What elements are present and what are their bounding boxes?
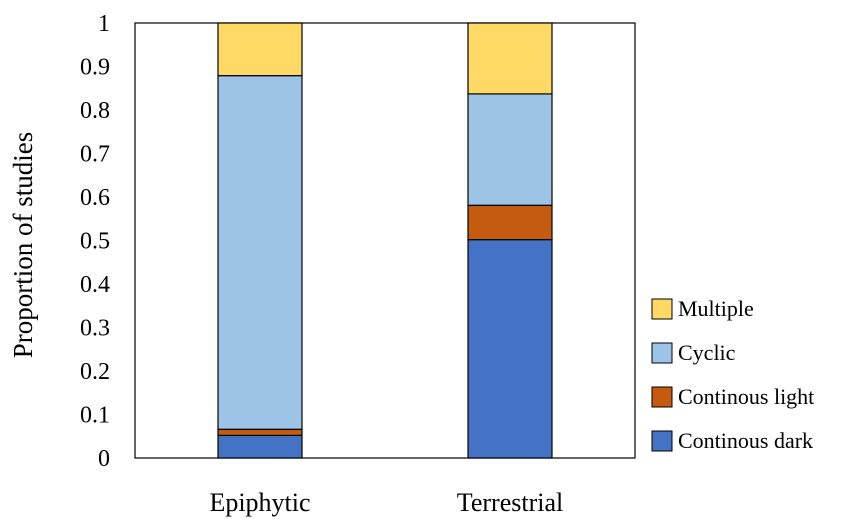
bar-segment-cyclic: [217, 75, 303, 430]
y-tick-label: 0.8: [80, 98, 110, 124]
y-axis-ticks: 0 0.1 0.2 0.3 0.4 0.5 0.6 0.7 0.8 0.9 1: [80, 11, 110, 472]
y-tick-label: 0.3: [80, 316, 110, 342]
legend-swatch: [651, 386, 673, 408]
plot-area: [134, 22, 636, 459]
y-tick-label: 1: [98, 11, 110, 37]
bar-segment-multiple: [217, 22, 303, 77]
legend-swatch: [651, 298, 673, 320]
x-category-label: Terrestrial: [457, 488, 563, 517]
y-tick-label: 0.1: [80, 403, 110, 429]
y-tick-label: 0.7: [80, 142, 110, 168]
legend-swatch: [651, 342, 673, 364]
y-tick-label: 0.6: [80, 185, 110, 211]
y-axis-label: Proportion of studies: [8, 132, 38, 359]
y-tick-label: 0.9: [80, 55, 110, 81]
x-axis-categories: Epiphytic Terrestrial: [209, 488, 563, 517]
legend-label: Cyclic: [678, 340, 736, 365]
legend-label: Continous dark: [678, 428, 813, 453]
bar-segment-cyclic: [467, 93, 553, 206]
bar-segment-continous-light: [467, 204, 553, 241]
bar-segment-continous-dark: [217, 434, 303, 459]
legend-label: Multiple: [678, 296, 754, 321]
legend-swatch: [651, 430, 673, 452]
legend: Multiple Cyclic Continous light Continous d…: [651, 296, 814, 453]
bar-segment-multiple: [467, 22, 553, 95]
legend-label: Continous light: [678, 384, 814, 409]
y-tick-label: 0.4: [80, 272, 110, 298]
y-tick-label: 0.5: [80, 229, 110, 255]
bars: [217, 22, 553, 459]
y-tick-label: 0.2: [80, 359, 110, 385]
x-category-label: Epiphytic: [209, 488, 310, 517]
y-tick-label: 0: [98, 446, 110, 472]
bar-segment-continous-dark: [467, 239, 553, 459]
bar-segment-continous-light: [217, 428, 303, 436]
